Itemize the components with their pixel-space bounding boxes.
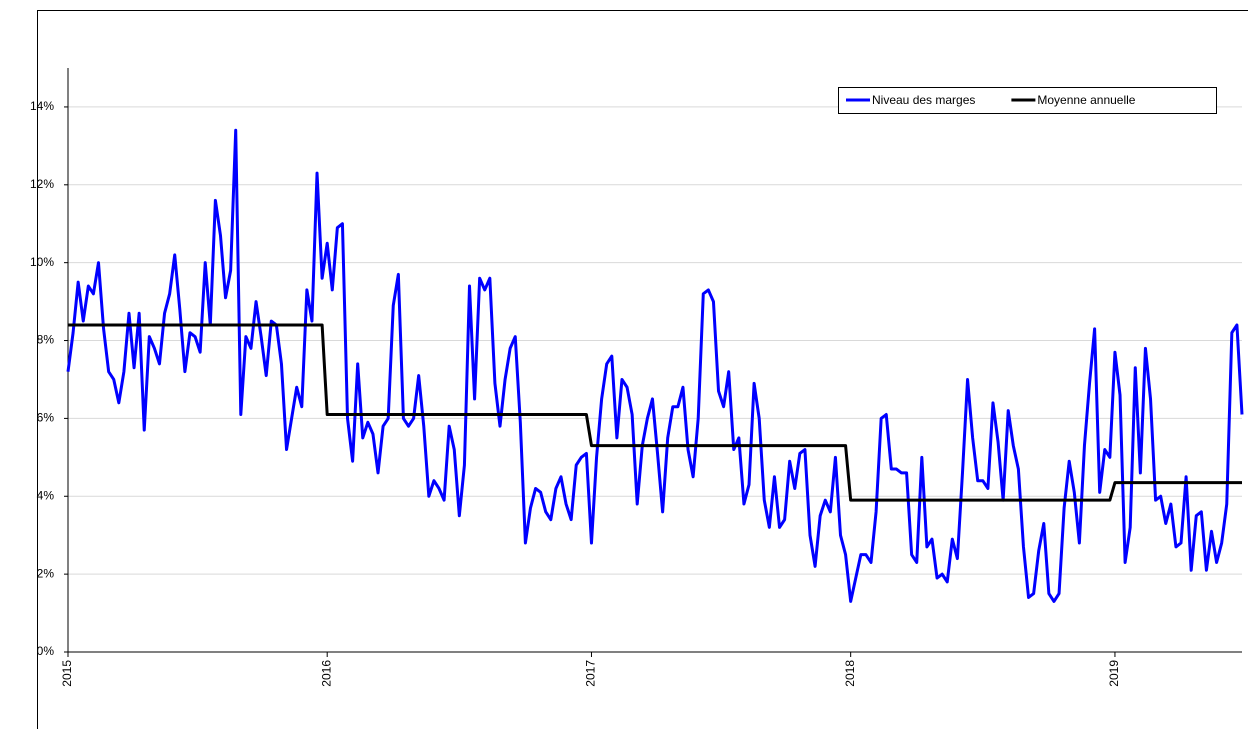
y-tick-label: 10% xyxy=(30,255,54,269)
data-line xyxy=(66,128,1244,603)
x-tick-label: 2015 xyxy=(60,660,74,687)
x-tick-label: 2016 xyxy=(319,660,333,687)
y-tick-label: 2% xyxy=(37,566,55,580)
data-line xyxy=(68,323,1242,502)
y-tick-label: 12% xyxy=(30,177,54,191)
x-tick-label: 2019 xyxy=(1107,660,1121,687)
x-tick-label: 2017 xyxy=(584,660,598,687)
legend-label: Niveau des marges xyxy=(872,93,975,107)
y-tick-label: 4% xyxy=(37,488,55,502)
y-tick-label: 14% xyxy=(30,99,54,113)
y-tick-label: 6% xyxy=(37,411,55,425)
y-tick-label: 8% xyxy=(37,333,55,347)
legend-label: Moyenne annuelle xyxy=(1037,93,1135,107)
x-tick-label: 2018 xyxy=(843,660,857,687)
chart-frame xyxy=(37,10,1248,729)
y-tick-label: 0% xyxy=(37,644,55,658)
